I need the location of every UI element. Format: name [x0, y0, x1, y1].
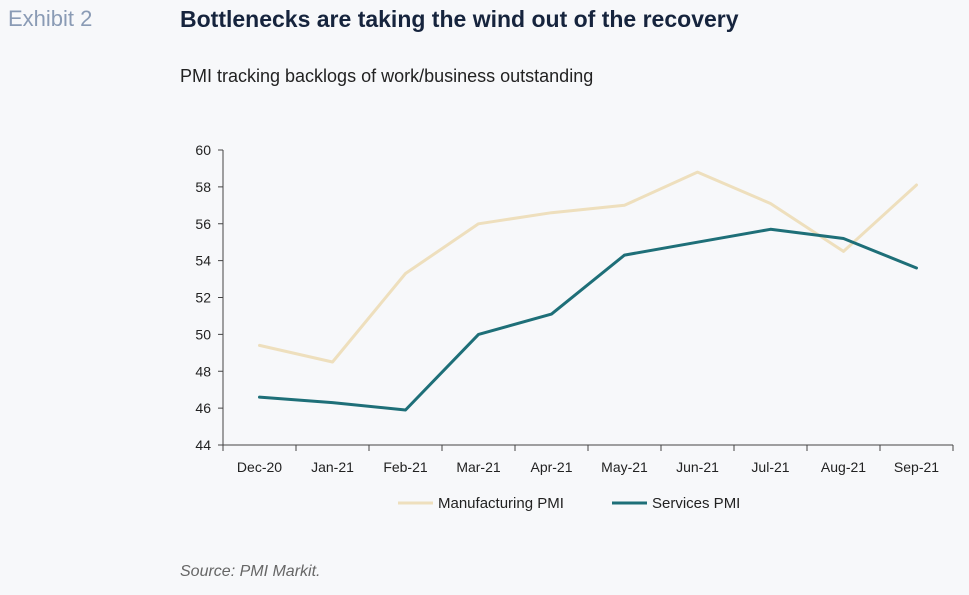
- x-tick-label: Apr-21: [530, 459, 572, 475]
- y-tick-label: 46: [195, 400, 211, 416]
- exhibit-label: Exhibit 2: [8, 6, 93, 31]
- x-tick-label: Jan-21: [311, 459, 354, 475]
- x-tick-label: Mar-21: [456, 459, 501, 475]
- y-tick-label: 44: [195, 437, 211, 453]
- y-tick-label: 50: [195, 326, 211, 342]
- y-tick-label: 58: [195, 179, 211, 195]
- series-line-manufacturing-pmi: [258, 170, 918, 364]
- y-tick-label: 60: [195, 142, 211, 158]
- x-tick-label: Dec-20: [237, 459, 282, 475]
- x-tick-label: Aug-21: [821, 459, 866, 475]
- series-line-services-pmi: [258, 227, 918, 412]
- y-tick-label: 56: [195, 216, 211, 232]
- x-tick-label: Jun-21: [676, 459, 719, 475]
- chart-subtitle: PMI tracking backlogs of work/business o…: [180, 66, 594, 86]
- y-tick-label: 54: [195, 253, 211, 269]
- source-note: Source: PMI Markit.: [180, 563, 321, 580]
- chart-title: Bottlenecks are taking the wind out of t…: [180, 6, 739, 32]
- x-tick-label: Jul-21: [751, 459, 789, 475]
- legend-label: Manufacturing PMI: [438, 495, 564, 512]
- y-tick-label: 52: [195, 290, 211, 306]
- x-tick-label: May-21: [601, 459, 648, 475]
- x-tick-label: Sep-21: [894, 459, 939, 475]
- legend-label: Services PMI: [652, 495, 740, 512]
- y-tick-label: 48: [195, 363, 211, 379]
- x-tick-label: Feb-21: [383, 459, 428, 475]
